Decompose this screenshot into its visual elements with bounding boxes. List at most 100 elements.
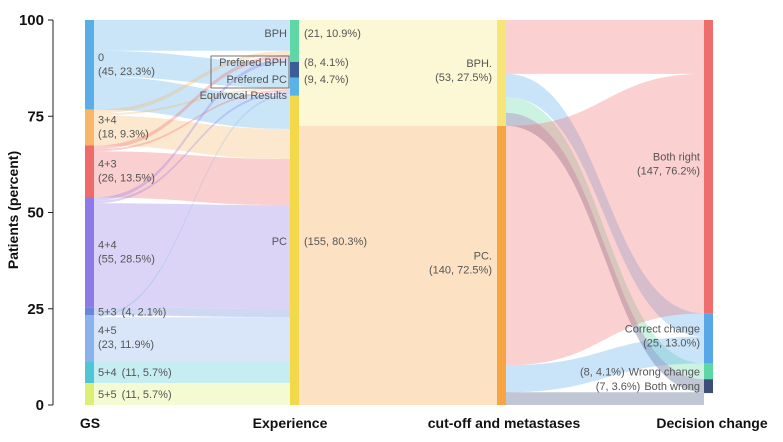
sankey-node: [85, 383, 94, 405]
node-label: 4+5: [98, 325, 117, 337]
sankey-link: [94, 87, 290, 116]
sankey-link: [94, 76, 290, 129]
node-label: (53, 27.5%): [435, 72, 492, 84]
node-label: (18, 9.3%): [98, 129, 149, 141]
node-label: (7, 3.6%): [596, 381, 641, 393]
column-titles: GS Experience cut-off and metastases Decisi…: [80, 415, 768, 431]
sankey-link: [299, 77, 497, 96]
node-label: 0: [98, 52, 104, 64]
sankey-link: [506, 392, 704, 405]
node-label: PC: [272, 236, 287, 248]
sankey-node: [290, 77, 299, 96]
node-label: (25, 13.0%): [643, 337, 700, 349]
sankey-node: [85, 145, 94, 198]
node-label: (140, 72.5%): [429, 264, 492, 276]
sankey-link: [506, 73, 704, 366]
node-label: PC.: [474, 250, 492, 262]
y-axis-label: Patients (percent): [5, 151, 21, 269]
nodes-layer: [85, 20, 713, 405]
sankey-link: [299, 61, 497, 78]
sankey-link: [299, 125, 497, 405]
sankey-link: [506, 97, 704, 380]
sankey-node: [497, 125, 506, 405]
sankey-link: [506, 20, 704, 74]
sankey-link: [94, 66, 290, 88]
preferred-label-box: [210, 55, 290, 89]
y-tick-label: 25: [27, 301, 44, 318]
y-tick-label: 0: [36, 397, 44, 414]
node-label: Wrong change: [629, 366, 700, 378]
node-label: Equivocal Results: [200, 90, 288, 102]
links-layer: [94, 20, 704, 405]
sankey-link: [299, 20, 497, 62]
node-label: (45, 23.3%): [98, 66, 155, 78]
node-label: Both wrong: [644, 381, 700, 393]
y-tick-label: 75: [27, 108, 44, 125]
sankey-node: [704, 379, 713, 394]
node-label: Prefered BPH: [219, 57, 287, 69]
sankey-link: [94, 115, 290, 159]
node-label: (23, 11.9%): [98, 339, 154, 351]
sankey-link: [299, 95, 497, 126]
sankey-link: [506, 336, 704, 393]
node-label: Correct change: [625, 323, 700, 335]
sankey-node: [85, 109, 94, 146]
node-label: 5+5: [98, 389, 117, 401]
sankey-link: [94, 93, 290, 318]
sankey-node: [85, 197, 94, 308]
node-label: (4, 2.1%): [122, 306, 167, 318]
sankey-node: [85, 20, 94, 110]
node-label: (147, 76.2%): [637, 166, 700, 178]
sankey-link: [94, 89, 290, 152]
sankey-node: [290, 20, 299, 62]
sankey-link: [94, 317, 290, 362]
sankey-link: [94, 361, 290, 384]
y-axis: 0 25 50 75 100: [19, 12, 54, 414]
node-label: 3+4: [98, 115, 117, 127]
sankey-link: [94, 20, 290, 51]
node-label: (26, 13.5%): [98, 172, 155, 184]
node-label: (21, 10.9%): [304, 28, 361, 40]
node-label: (8, 4.1%): [580, 366, 625, 378]
node-label: (11, 5.7%): [122, 389, 172, 401]
sankey-link: [94, 203, 290, 310]
sankey-node: [85, 315, 94, 362]
node-label: (9, 4.7%): [304, 74, 349, 86]
y-tick-label: 100: [19, 12, 44, 29]
sankey-node: [704, 20, 713, 314]
sankey-link: [94, 50, 290, 78]
node-label: 4+3: [98, 158, 117, 170]
sankey-link: [94, 151, 290, 206]
node-label: (8, 4.1%): [304, 57, 349, 69]
sankey-node: [290, 61, 299, 78]
node-label: Both right: [653, 152, 700, 164]
sankey-link: [94, 50, 290, 114]
sankey-link: [506, 112, 704, 393]
node-label: (55, 28.5%): [98, 253, 155, 265]
sankey-link: [506, 73, 704, 337]
node-label: BPH: [264, 28, 287, 40]
sankey-link: [94, 91, 290, 204]
sankey-node: [290, 95, 299, 405]
y-tick-label: 50: [27, 205, 44, 222]
node-label: (155, 80.3%): [304, 236, 367, 248]
sankey-link: [94, 54, 290, 150]
column-title: cut-off and metastases: [428, 415, 581, 431]
column-title: Experience: [253, 415, 328, 431]
labels-layer: 0 (45, 23.3%) 3+4 (18, 9.3%) 4+3 (26, 13.5%) 4…: [98, 28, 700, 401]
sankey-node: [704, 313, 713, 364]
sankey-node: [85, 307, 94, 316]
sankey-link: [94, 383, 290, 405]
sankey-link: [94, 307, 290, 318]
sankey-node: [85, 361, 94, 384]
node-label: BPH.: [466, 58, 492, 70]
column-title: Decision change: [656, 415, 767, 431]
sankey-node: [497, 20, 506, 126]
sankey-link: [94, 58, 290, 201]
node-label: Prefered PC: [226, 74, 287, 86]
node-label: (11, 5.7%): [122, 367, 172, 379]
sankey-node: [704, 363, 713, 380]
node-label: 4+4: [98, 239, 117, 251]
node-label: 5+3: [98, 306, 117, 318]
